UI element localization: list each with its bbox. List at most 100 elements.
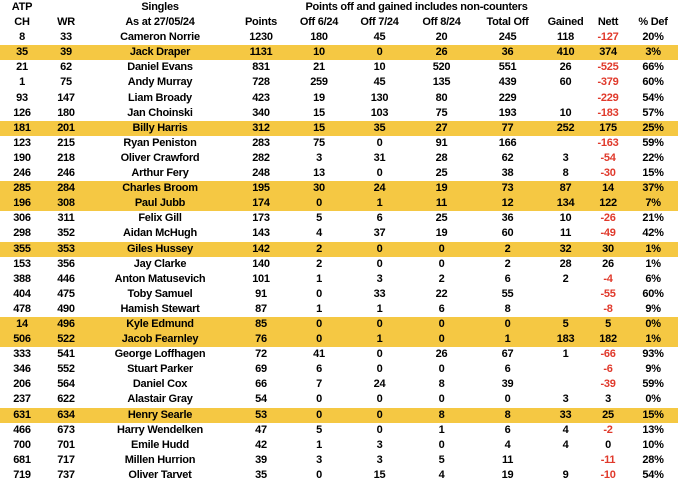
cell-wr: 33 (60, 31, 72, 44)
cell-off-6-24: 0 (316, 468, 322, 481)
cell-points: 87 (255, 302, 267, 315)
cell-off-6-24: 5 (316, 212, 322, 225)
cell-total-off: 551 (498, 61, 517, 74)
cell-gained (543, 302, 588, 317)
cell-wr: 39 (44, 45, 88, 61)
cell-points: 35 (255, 468, 267, 481)
cell-name: Jacob Fearnley (88, 332, 232, 348)
cell-wr: 496 (44, 316, 88, 333)
cell-total-off: 6 (504, 423, 511, 436)
cell-ch: 631 (0, 407, 44, 423)
table-row: 346 552 Stuart Parker 69 6 0 0 6 -6 9% (0, 362, 678, 377)
cell-wr: 522 (44, 332, 88, 348)
cell-off-7-24: 24 (348, 181, 411, 197)
cell-ch: 466 (13, 423, 31, 436)
col-header-total-off: Total Off (486, 16, 529, 29)
cell-pct-def: 7% (628, 196, 678, 212)
cell-off-6-24: 4 (316, 227, 322, 240)
cell-pct-def: 37% (628, 181, 678, 197)
cell-total-off: 19 (501, 468, 514, 481)
cell-wr: 552 (57, 363, 75, 376)
cell-off-6-24: 15 (290, 120, 348, 136)
cell-off-8-24: 11 (411, 196, 472, 212)
cell-off-8-24: 0 (438, 393, 445, 406)
cell-points: 831 (252, 61, 270, 74)
cell-pct-def: 0% (628, 316, 678, 333)
cell-pct-def: 1% (628, 241, 678, 257)
table-row: 306 311 Felix Gill 173 5 6 25 36 10 -26 21% (0, 211, 678, 226)
cell-ch: 506 (0, 332, 44, 348)
cell-points: 140 (252, 257, 270, 270)
cell-off-7-24: 0 (376, 167, 383, 180)
table-row: 478 490 Hamish Stewart 87 1 1 6 8 -8 9% (0, 302, 678, 317)
cell-off-8-24: 4 (438, 468, 445, 481)
cell-points: 47 (255, 423, 267, 436)
cell-name: Millen Hurrion (124, 453, 196, 466)
cell-pct-def: 25% (628, 120, 678, 136)
cell-off-7-24: 1 (348, 196, 411, 212)
cell-off-7-24: 3 (376, 438, 383, 451)
cell-wr: 180 (57, 106, 75, 119)
cell-wr: 446 (57, 272, 75, 285)
table-row: 388 446 Anton Matusevich 101 1 3 2 6 2 -4 6% (0, 272, 678, 287)
cell-points: 101 (252, 272, 270, 285)
cell-off-6-24: 21 (313, 61, 325, 74)
cell-nett: -49 (600, 227, 616, 240)
cell-nett: -183 (597, 106, 619, 119)
cell-points: 195 (232, 181, 290, 197)
cell-pct-def: 93% (642, 348, 664, 361)
cell-wr: 541 (57, 348, 75, 361)
cell-points: 72 (255, 348, 267, 361)
cell-nett: 30 (588, 241, 629, 257)
table-row: 237 622 Alastair Gray 54 0 0 0 0 3 3 0% (0, 392, 678, 407)
cell-off-7-24: 3 (376, 453, 383, 466)
cell-wr: 218 (57, 151, 75, 164)
cell-name: Jay Clarke (133, 257, 187, 270)
cell-off-6-24: 5 (316, 423, 322, 436)
cell-wr: 737 (57, 468, 75, 481)
cell-ch: 298 (13, 227, 31, 240)
cell-ch: 8 (19, 31, 25, 44)
cell-nett: 14 (588, 181, 629, 197)
cell-nett: -229 (597, 91, 619, 104)
cell-name: Daniel Cox (132, 378, 188, 391)
cell-nett: -10 (600, 468, 616, 481)
cell-off-8-24: 520 (432, 61, 451, 74)
table-row: 631 634 Henry Searle 53 0 0 8 8 33 25 15% (0, 407, 678, 423)
cell-off-7-24: 1 (348, 332, 411, 348)
cell-off-6-24: 41 (313, 348, 325, 361)
cell-off-7-24: 103 (370, 106, 389, 119)
cell-total-off: 77 (472, 120, 544, 136)
cell-off-8-24: 25 (435, 167, 448, 180)
header-columns-row: CH WR As at 27/05/24 Points Off 6/24 Off… (0, 15, 678, 30)
cell-off-8-24: 0 (411, 316, 472, 333)
table-row: 1 75 Andy Murray 728 259 45 135 439 60 -379 60% (0, 75, 678, 90)
cell-pct-def: 60% (642, 287, 664, 300)
cell-off-8-24: 22 (435, 287, 448, 300)
cell-ch: 126 (13, 106, 31, 119)
cell-name: Cameron Norrie (120, 31, 200, 44)
cell-name: Paul Jubb (88, 196, 232, 212)
cell-name: Liam Broady (128, 91, 192, 104)
cell-off-7-24: 31 (373, 151, 386, 164)
cell-off-8-24: 0 (438, 257, 445, 270)
cell-total-off: 8 (472, 407, 544, 423)
cell-off-8-24: 28 (435, 151, 448, 164)
cell-off-6-24: 3 (316, 453, 322, 466)
cell-points: 282 (252, 151, 270, 164)
cell-off-7-24: 0 (348, 316, 411, 333)
cell-off-7-24: 37 (373, 227, 386, 240)
cell-ch: 478 (13, 302, 31, 315)
cell-total-off: 166 (498, 136, 517, 149)
cell-total-off: 193 (498, 106, 517, 119)
cell-total-off: 6 (504, 363, 511, 376)
cell-ch: 190 (13, 151, 31, 164)
cell-points: 340 (252, 106, 270, 119)
cell-pct-def: 28% (642, 453, 664, 466)
cell-off-7-24: 35 (348, 120, 411, 136)
table-row: 506 522 Jacob Fearnley 76 0 1 0 1 183 182 1% (0, 332, 678, 348)
cell-ch: 404 (13, 287, 31, 300)
cell-pct-def: 54% (642, 468, 664, 481)
cell-name: Felix Gill (138, 212, 182, 225)
